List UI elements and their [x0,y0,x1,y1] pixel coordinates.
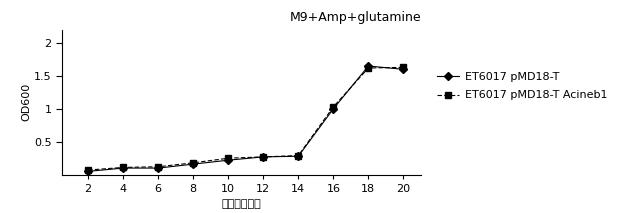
ET6017 pMD18-T Acineb1 [259,156,267,158]
ET6017 pMD18-T Acineb1 [119,166,127,169]
ET6017 pMD18-T Acineb1 [400,66,407,69]
Legend: ET6017 pMD18-T, ET6017 pMD18-T Acineb1: ET6017 pMD18-T, ET6017 pMD18-T Acineb1 [437,72,607,101]
ET6017 pMD18-T [155,167,162,169]
ET6017 pMD18-T [225,159,232,161]
ET6017 pMD18-T [295,155,302,157]
ET6017 pMD18-T [330,108,337,110]
ET6017 pMD18-T [259,156,267,158]
Text: M9+Amp+glutamine: M9+Amp+glutamine [289,12,421,24]
ET6017 pMD18-T [400,68,407,71]
Line: ET6017 pMD18-T: ET6017 pMD18-T [85,63,406,174]
ET6017 pMD18-T Acineb1 [365,67,372,69]
Line: ET6017 pMD18-T Acineb1: ET6017 pMD18-T Acineb1 [85,65,406,173]
ET6017 pMD18-T Acineb1 [330,106,337,108]
ET6017 pMD18-T Acineb1 [84,169,92,171]
ET6017 pMD18-T [365,65,372,67]
ET6017 pMD18-T Acineb1 [295,154,302,157]
Y-axis label: OD600: OD600 [21,83,31,121]
ET6017 pMD18-T Acineb1 [225,157,232,160]
ET6017 pMD18-T Acineb1 [155,166,162,168]
ET6017 pMD18-T [84,170,92,173]
ET6017 pMD18-T [119,167,127,169]
X-axis label: 时间（小时）: 时间（小时） [222,199,261,209]
ET6017 pMD18-T Acineb1 [189,161,197,164]
ET6017 pMD18-T [189,163,197,166]
